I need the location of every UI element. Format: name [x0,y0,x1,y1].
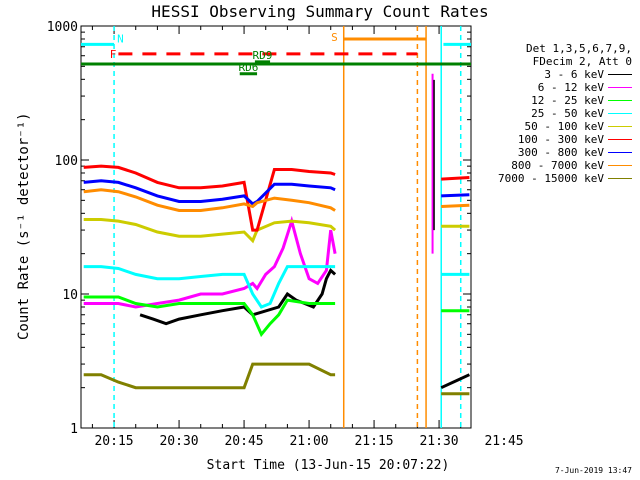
legend-item-label: 7000 - 15000 keV [498,172,604,185]
legend-swatch [608,177,632,180]
plot-frame [80,25,472,429]
x-tick-label: 21:45 [484,434,523,449]
series-line [83,265,336,309]
series-line [83,188,336,212]
series-line [83,164,336,232]
flag-label: F [110,48,117,61]
legend-item-label: 6 - 12 keV [537,81,604,94]
x-tick-label: 21:00 [289,434,328,449]
legend-swatch [608,99,632,102]
flag-label: RD9 [253,49,273,62]
legend-item-label: 100 - 300 keV [517,133,604,146]
y-axis-label: Count Rate (s⁻¹ detector⁻¹) [16,112,32,340]
flag-label: N [117,32,124,45]
y-tick-label: 10 [62,288,78,303]
x-tick-label: 20:15 [94,434,133,449]
series-line [139,267,337,326]
series-line [83,295,336,338]
series-line [83,362,336,390]
series-line-post-gap [441,193,470,198]
x-tick-label: 21:30 [419,434,458,449]
legend-item: 12 - 25 keV [472,94,640,107]
legend-swatch [608,125,632,128]
legend-swatch [608,151,632,154]
legend-swatch [608,86,632,89]
legend: Det 1,3,5,6,7,9, FDecim 2, Att 0 3 - 6 k… [472,42,640,185]
series-line [83,179,336,206]
legend-item-label: 12 - 25 keV [531,94,604,107]
legend-item: 3 - 6 keV [472,68,640,81]
legend-swatch [608,112,632,115]
flag-label: S [331,31,338,44]
y-tick-label: 1 [70,422,78,437]
x-tick-label: 20:45 [224,434,263,449]
x-tick-label: 20:30 [159,434,198,449]
legend-swatch [608,138,632,141]
legend-header-2: FDecim 2, Att 0 [532,55,632,68]
y-tick-label: 100 [55,154,78,169]
legend-item: 50 - 100 keV [472,120,640,133]
legend-item: 25 - 50 keV [472,107,640,120]
legend-item: 800 - 7000 keV [472,159,640,172]
legend-item: 6 - 12 keV [472,81,640,94]
legend-item-label: 300 - 800 keV [517,146,604,159]
legend-swatch [608,73,632,76]
series-line-post-gap [441,176,470,181]
legend-item-label: 800 - 7000 keV [511,159,604,172]
chart-title: HESSI Observing Summary Count Rates [151,2,489,21]
y-tick-label: 1000 [47,20,78,35]
legend-item: 7000 - 15000 keV [472,172,640,185]
flag-label: RD6 [238,61,258,74]
legend-item-label: 3 - 6 keV [544,68,604,81]
series-line [83,218,337,244]
legend-item-label: 25 - 50 keV [531,107,604,120]
legend-swatch [608,164,632,167]
legend-item-label: 50 - 100 keV [524,120,604,133]
x-tick-label: 21:15 [354,434,393,449]
legend-item: 300 - 800 keV [472,146,640,159]
series-line-post-gap [441,203,470,208]
legend-item: 100 - 300 keV [472,133,640,146]
series-line-post-gap [440,373,471,390]
generated-timestamp: 7-Jun-2019 13:47 [554,466,632,475]
x-axis-label: Start Time (13-Jun-15 20:07:22) [206,458,450,473]
legend-header-1: Det 1,3,5,6,7,9, [526,42,632,55]
